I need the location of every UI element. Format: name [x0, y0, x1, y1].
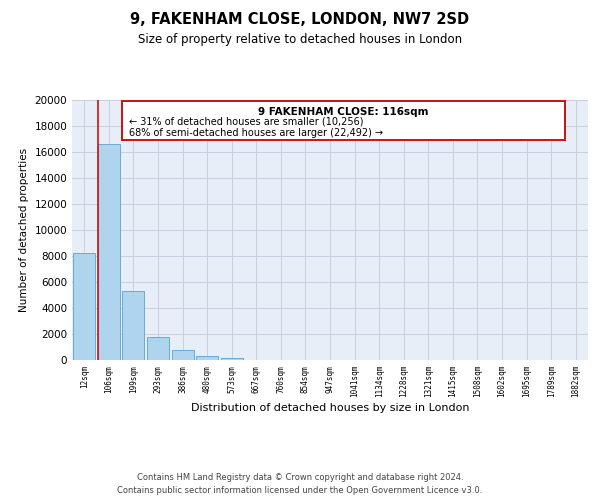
Text: Size of property relative to detached houses in London: Size of property relative to detached ho…	[138, 32, 462, 46]
Bar	[98, 144, 120, 360]
Bar	[122, 291, 145, 360]
Text: Contains public sector information licensed under the Open Government Licence v3: Contains public sector information licen…	[118, 486, 482, 495]
X-axis label: Distribution of detached houses by size in London: Distribution of detached houses by size …	[191, 403, 469, 413]
Bar	[172, 350, 194, 360]
Bar	[196, 356, 218, 360]
Text: ← 31% of detached houses are smaller (10,256): ← 31% of detached houses are smaller (10…	[128, 117, 363, 127]
Bar	[221, 358, 243, 360]
Y-axis label: Number of detached properties: Number of detached properties	[19, 148, 29, 312]
FancyBboxPatch shape	[122, 102, 565, 140]
Text: 9, FAKENHAM CLOSE, LONDON, NW7 2SD: 9, FAKENHAM CLOSE, LONDON, NW7 2SD	[130, 12, 470, 28]
Bar	[147, 336, 169, 360]
Text: Contains HM Land Registry data © Crown copyright and database right 2024.: Contains HM Land Registry data © Crown c…	[137, 472, 463, 482]
Bar	[73, 254, 95, 360]
Text: 9 FAKENHAM CLOSE: 116sqm: 9 FAKENHAM CLOSE: 116sqm	[258, 107, 429, 117]
Text: 68% of semi-detached houses are larger (22,492) →: 68% of semi-detached houses are larger (…	[128, 128, 383, 138]
